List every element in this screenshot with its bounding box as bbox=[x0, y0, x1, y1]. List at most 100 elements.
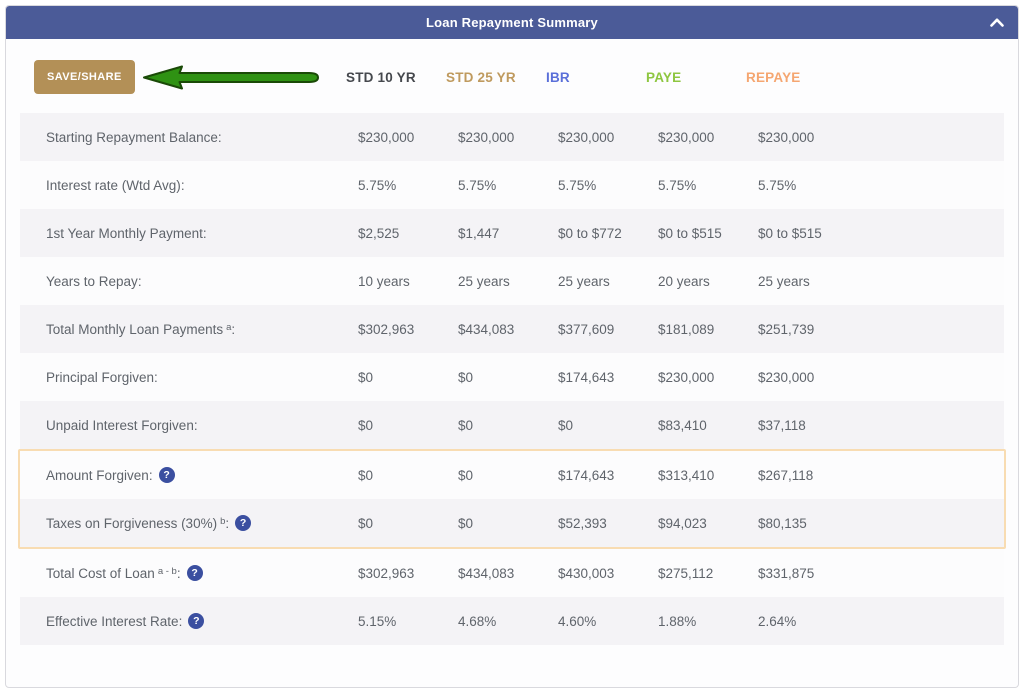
cell-value: $181,089 bbox=[658, 321, 715, 337]
cell-value: $331,875 bbox=[758, 565, 815, 581]
row-label: Total Cost of Loan a - b:? bbox=[46, 565, 358, 581]
table-row: Effective Interest Rate:? 5.15% 4.68% 4.60%… bbox=[20, 597, 1004, 645]
cell-value: $267,118 bbox=[758, 467, 814, 483]
summary-table: Starting Repayment Balance: $230,000 $230,… bbox=[18, 113, 1006, 645]
help-icon[interactable]: ? bbox=[188, 613, 205, 629]
cell-value: 5.75% bbox=[458, 177, 497, 193]
table-row: Starting Repayment Balance: $230,000 $230,… bbox=[20, 113, 1004, 161]
table-row: Taxes on Forgiveness (30%) b:? $0 $0 $52,393… bbox=[20, 499, 1004, 547]
row-label: Interest rate (Wtd Avg): bbox=[46, 177, 185, 193]
column-header-ibr: IBR bbox=[546, 69, 570, 85]
cell-value: $174,643 bbox=[558, 467, 615, 483]
panel-content: SAVE/SHARE STD 10 YR STD 25 YR IBR PAYE REPA… bbox=[6, 39, 1018, 663]
help-icon[interactable]: ? bbox=[235, 515, 252, 531]
column-header-repaye: REPAYE bbox=[746, 69, 801, 85]
help-icon[interactable]: ? bbox=[186, 565, 203, 581]
cell-value: $430,003 bbox=[558, 565, 615, 581]
column-header-row: SAVE/SHARE STD 10 YR STD 25 YR IBR PAYE REPA… bbox=[20, 60, 1004, 94]
cell-value: $230,000 bbox=[658, 129, 715, 145]
save-share-button[interactable]: SAVE/SHARE bbox=[34, 60, 135, 94]
cell-value: $230,000 bbox=[358, 129, 415, 145]
cell-value: $434,083 bbox=[458, 321, 515, 337]
toolbar: SAVE/SHARE STD 10 YR STD 25 YR IBR PAYE REPA… bbox=[20, 39, 1004, 113]
cell-value: $2,525 bbox=[358, 225, 400, 241]
cell-value: $230,000 bbox=[658, 369, 715, 385]
cell-value: 4.60% bbox=[558, 613, 597, 629]
cell-value: $230,000 bbox=[758, 129, 815, 145]
cell-value: $174,643 bbox=[558, 369, 615, 385]
panel-title: Loan Repayment Summary bbox=[425, 15, 598, 30]
cell-value: $0 to $515 bbox=[758, 225, 822, 241]
cell-value: 2.64% bbox=[758, 613, 797, 629]
cell-value: $80,135 bbox=[758, 515, 807, 531]
toolbar-left: SAVE/SHARE bbox=[34, 60, 346, 94]
cell-value: $230,000 bbox=[458, 129, 515, 145]
column-header-std-10-yr: STD 10 YR bbox=[346, 69, 416, 85]
footnote-marker: b bbox=[220, 516, 226, 528]
cell-value: $275,112 bbox=[658, 565, 714, 581]
cell-value: 5.75% bbox=[358, 177, 397, 193]
cell-value: $434,083 bbox=[458, 565, 515, 581]
loan-summary-panel: Loan Repayment Summary SAVE/SHARE STD 10 bbox=[5, 5, 1019, 688]
cell-value: $0 bbox=[358, 467, 374, 483]
cell-value: $94,023 bbox=[658, 515, 707, 531]
collapse-panel-button[interactable] bbox=[990, 6, 1004, 39]
cell-value: $83,410 bbox=[658, 417, 707, 433]
cell-value: $377,609 bbox=[558, 321, 615, 337]
table-row: Years to Repay: 10 years 25 years 25 years 2… bbox=[20, 257, 1004, 305]
table-row: Amount Forgiven:? $0 $0 $174,643 $313,410 $26… bbox=[20, 451, 1004, 499]
cell-value: 5.75% bbox=[658, 177, 697, 193]
cell-value: 1.88% bbox=[658, 613, 697, 629]
cell-value: $0 bbox=[358, 417, 374, 433]
row-label: Total Monthly Loan Payments a: bbox=[46, 321, 236, 337]
table-row: 1st Year Monthly Payment: $2,525 $1,447 $0 … bbox=[20, 209, 1004, 257]
cell-value: $302,963 bbox=[358, 565, 415, 581]
row-label: Unpaid Interest Forgiven: bbox=[46, 417, 198, 433]
cell-value: 5.15% bbox=[358, 613, 397, 629]
table-row: Interest rate (Wtd Avg): 5.75% 5.75% 5.75% 5… bbox=[20, 161, 1004, 209]
cell-value: $302,963 bbox=[358, 321, 415, 337]
cell-value: $0 bbox=[358, 369, 374, 385]
row-label: Taxes on Forgiveness (30%) b:? bbox=[46, 515, 358, 531]
cell-value: $230,000 bbox=[758, 369, 815, 385]
cell-value: 4.68% bbox=[458, 613, 497, 629]
panel-header: Loan Repayment Summary bbox=[6, 6, 1018, 39]
cell-value: $313,410 bbox=[658, 467, 715, 483]
column-header-std-25-yr: STD 25 YR bbox=[446, 69, 516, 85]
table-row: Total Cost of Loan a - b:? $302,963 $434,08… bbox=[20, 549, 1004, 597]
row-label: Starting Repayment Balance: bbox=[46, 129, 222, 145]
footnote-marker: a bbox=[226, 322, 232, 334]
table-row: Principal Forgiven: $0 $0 $174,643 $230,000 $… bbox=[20, 353, 1004, 401]
chevron-up-icon bbox=[990, 18, 1004, 27]
row-label: Years to Repay: bbox=[46, 273, 142, 289]
cell-value: $0 to $772 bbox=[558, 225, 622, 241]
cell-value: 25 years bbox=[458, 273, 510, 289]
cell-value: 5.75% bbox=[558, 177, 597, 193]
cell-value: $251,739 bbox=[758, 321, 815, 337]
table-row: Unpaid Interest Forgiven: $0 $0 $0 $83,410 $3… bbox=[20, 401, 1004, 449]
cell-value: 5.75% bbox=[758, 177, 797, 193]
cell-value: $0 bbox=[358, 515, 374, 531]
cell-value: $0 bbox=[458, 467, 474, 483]
cell-value: $52,393 bbox=[558, 515, 607, 531]
row-label: Effective Interest Rate:? bbox=[46, 613, 358, 629]
cell-value: 25 years bbox=[758, 273, 810, 289]
help-icon[interactable]: ? bbox=[158, 467, 175, 483]
cell-value: 10 years bbox=[358, 273, 410, 289]
table-row: Total Monthly Loan Payments a: $302,963 $43… bbox=[20, 305, 1004, 353]
cell-value: $0 bbox=[458, 417, 474, 433]
footnote-marker: a - b bbox=[157, 566, 177, 578]
green-arrow-left-icon bbox=[141, 64, 323, 91]
cell-value: $1,447 bbox=[458, 225, 500, 241]
cell-value: $0 bbox=[558, 417, 574, 433]
row-label: Principal Forgiven: bbox=[46, 369, 158, 385]
row-label: 1st Year Monthly Payment: bbox=[46, 225, 207, 241]
cell-value: $0 bbox=[458, 369, 474, 385]
cell-value: $230,000 bbox=[558, 129, 615, 145]
cell-value: $37,118 bbox=[758, 417, 806, 433]
cell-value: $0 to $515 bbox=[658, 225, 722, 241]
column-header-paye: PAYE bbox=[646, 69, 682, 85]
forgiveness-highlight-box: Amount Forgiven:? $0 $0 $174,643 $313,410 $26… bbox=[18, 449, 1006, 549]
cell-value: 20 years bbox=[658, 273, 710, 289]
row-label: Amount Forgiven:? bbox=[46, 467, 358, 483]
